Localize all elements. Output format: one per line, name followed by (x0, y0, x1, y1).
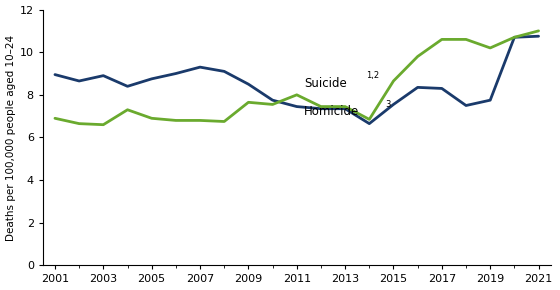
Text: Homicide: Homicide (304, 105, 360, 118)
Text: 3: 3 (385, 100, 390, 109)
Text: 1,2: 1,2 (366, 71, 379, 80)
Y-axis label: Deaths per 100,000 people aged 10–24: Deaths per 100,000 people aged 10–24 (6, 35, 16, 240)
Text: Suicide: Suicide (304, 77, 347, 90)
